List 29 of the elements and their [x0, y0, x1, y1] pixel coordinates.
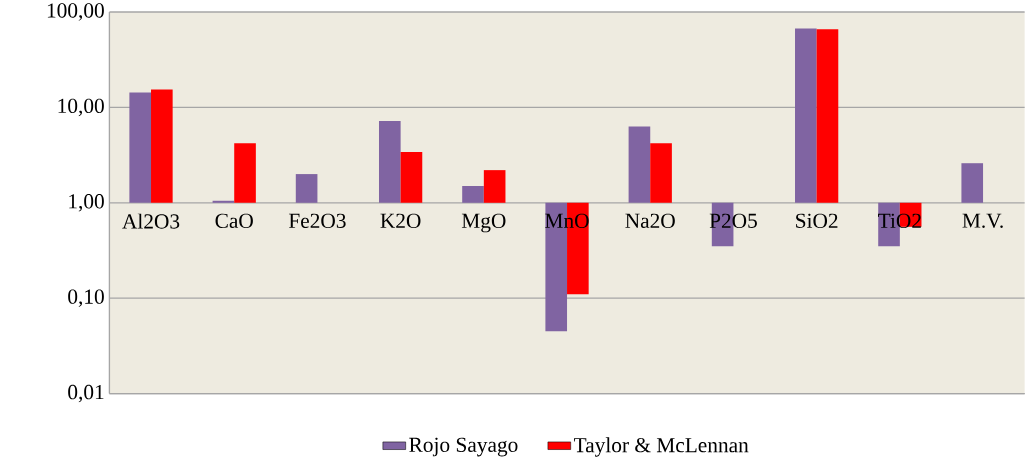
bar: [400, 152, 423, 203]
x-tick-label: SiO2: [796, 213, 838, 228]
y-tick-label: 1,00: [69, 194, 104, 212]
bar: [234, 143, 256, 203]
x-tick-label: MgO: [461, 213, 506, 233]
bar: [483, 170, 506, 203]
x-tick-label: Na2O: [625, 213, 675, 228]
y-tick-label: 0,01: [68, 384, 104, 403]
bar: [379, 121, 401, 203]
y-tick-label: 10,00: [58, 98, 104, 117]
bar: [151, 89, 173, 203]
bar: [462, 186, 484, 203]
legend-label: Rojo Sayago: [409, 437, 518, 457]
bar: [295, 174, 318, 203]
legend-label: Taylor & McLennan: [574, 437, 749, 457]
x-tick-label: M.V.: [962, 213, 1003, 228]
x-tick-label: Al2O3: [122, 213, 180, 229]
bar: [628, 126, 651, 203]
bar: [816, 29, 839, 203]
bar: [961, 163, 984, 203]
bar: [650, 143, 672, 203]
bar: [212, 200, 235, 203]
y-tick-label: 0,10: [68, 289, 104, 307]
x-tick-label: CaO: [215, 213, 253, 228]
y-tick-label: 100,00: [47, 3, 104, 21]
bar: [129, 92, 152, 203]
x-tick-label: K2O: [380, 213, 421, 228]
bar: [795, 28, 817, 203]
x-tick-label: Fe2O3: [288, 213, 346, 228]
